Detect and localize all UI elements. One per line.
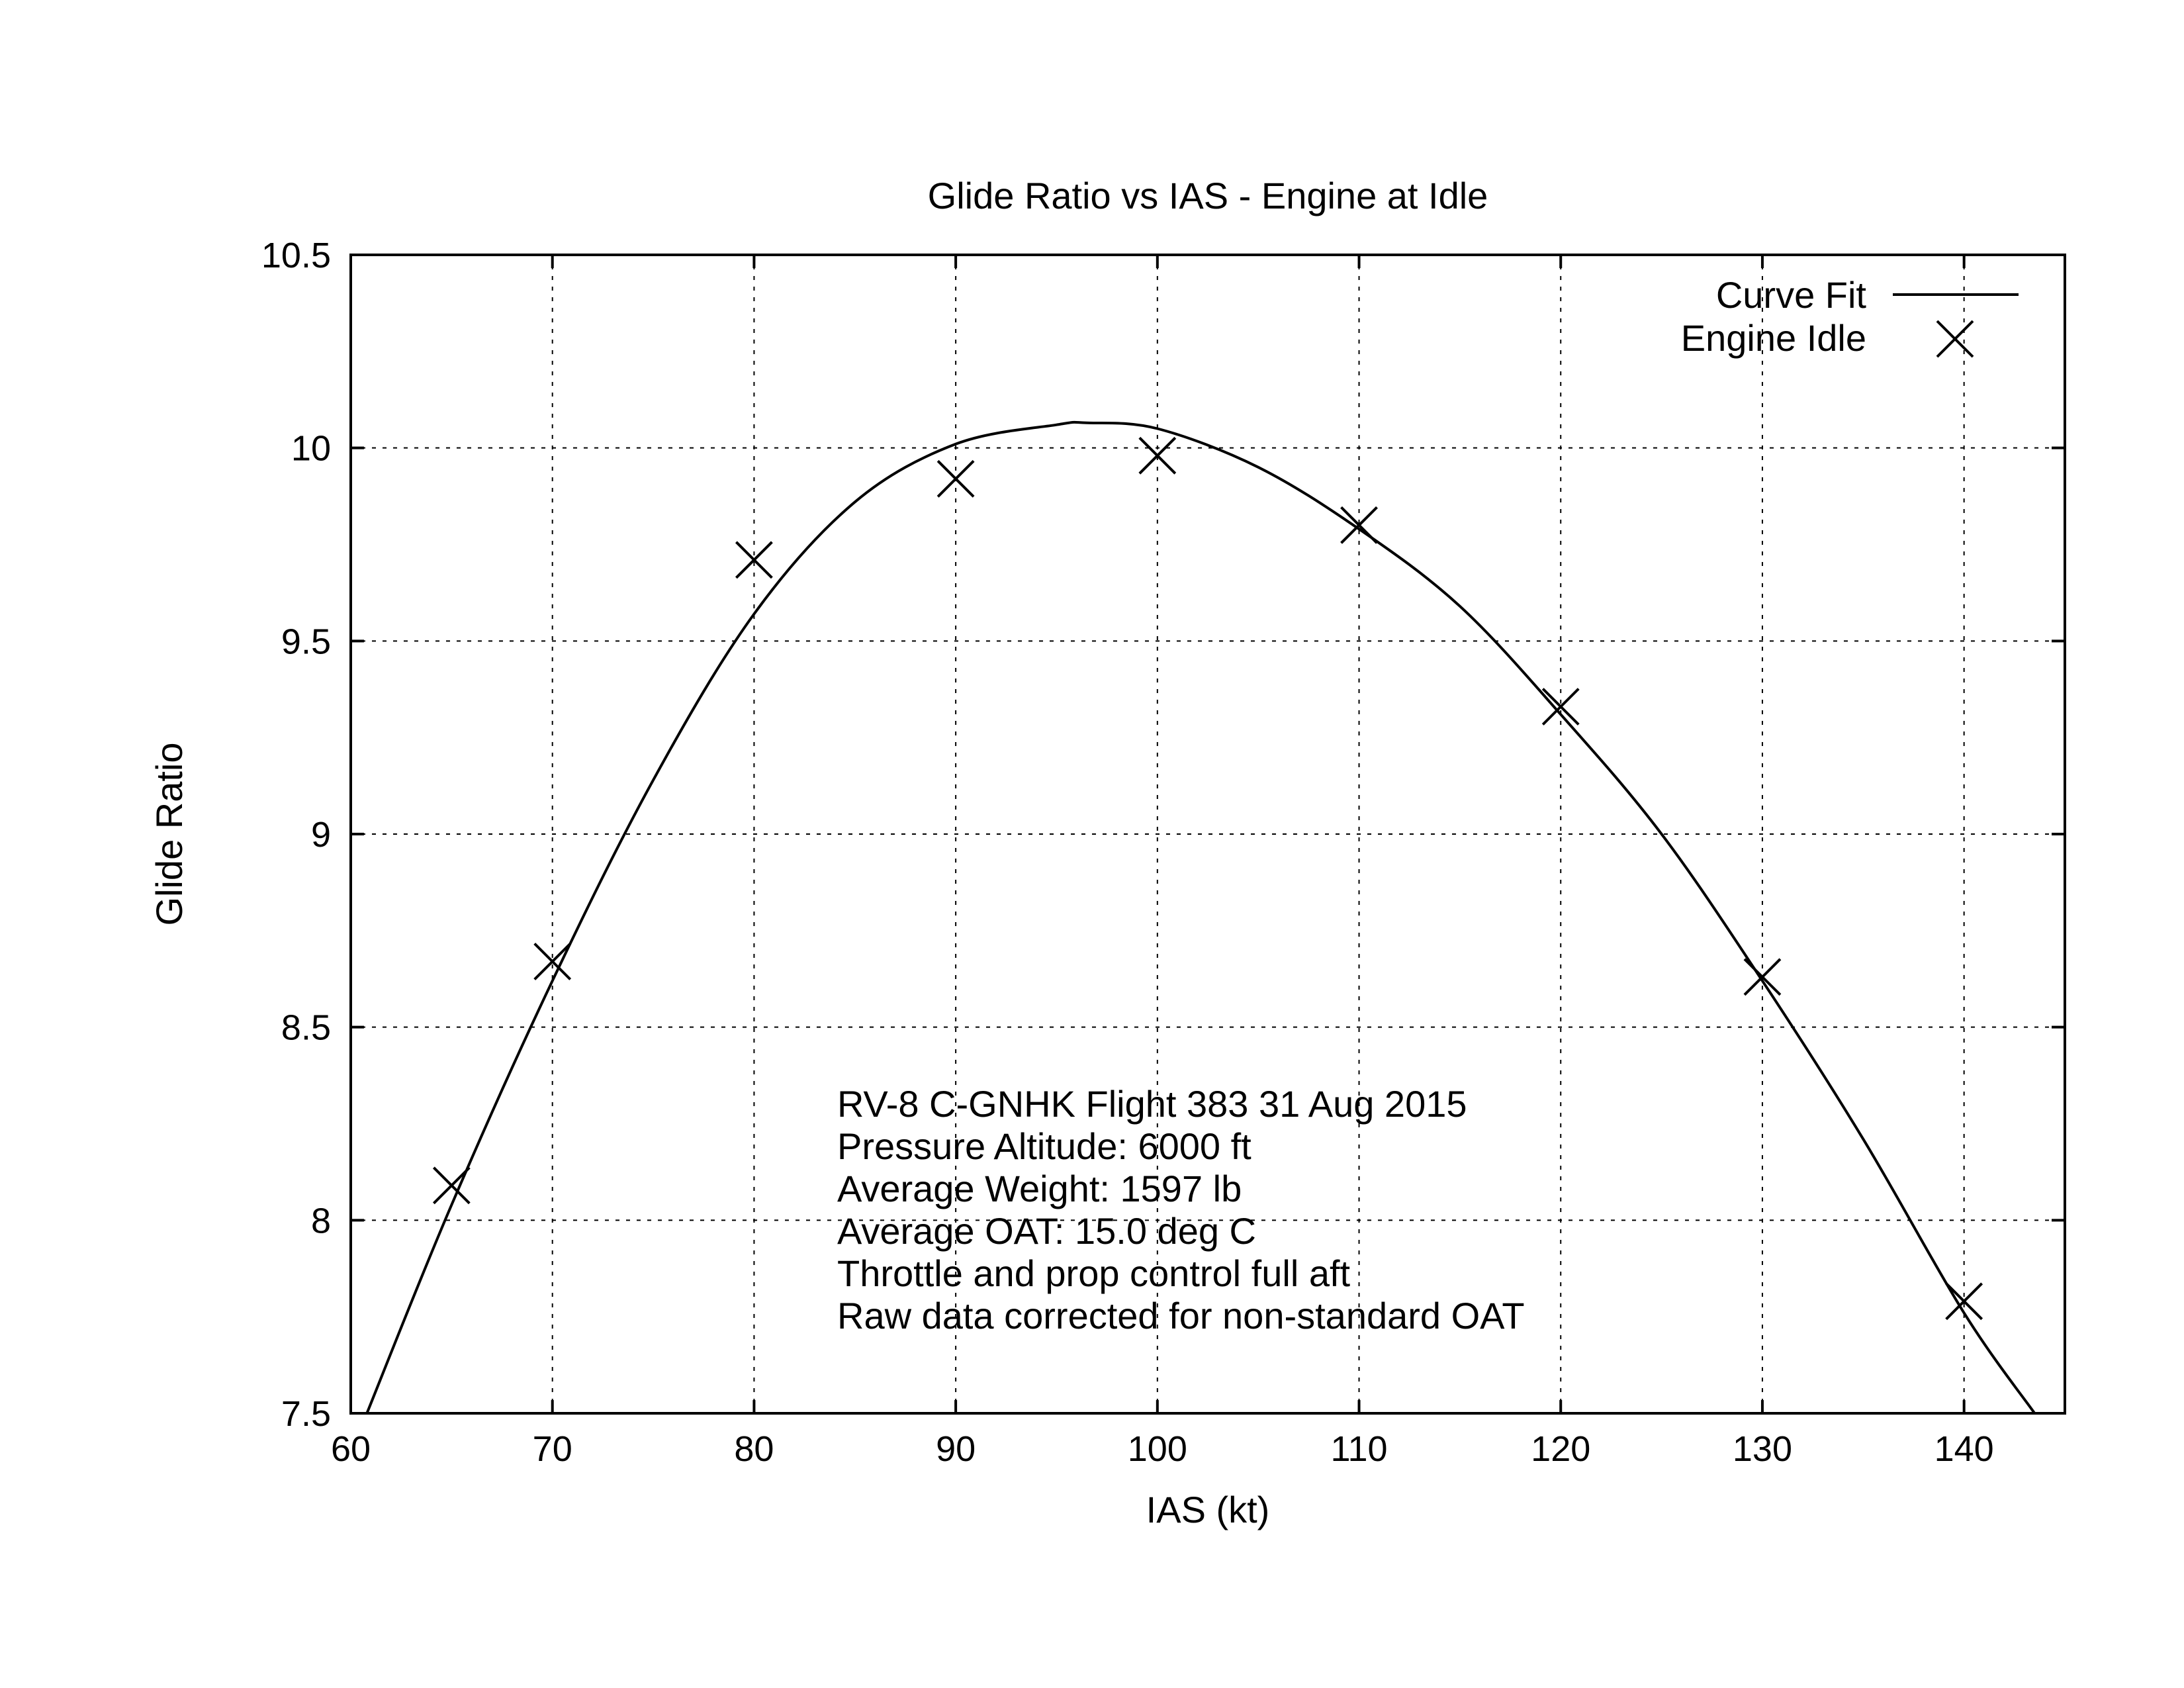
engine-idle-point: [1541, 688, 1580, 726]
grid-lines: [351, 255, 2065, 1413]
x-tick-labels: 60 70 80 90 100 110 120 130 140: [331, 1429, 1994, 1469]
point-stroke: [735, 541, 773, 579]
annotation-line: Throttle and prop control full aft: [837, 1252, 1351, 1294]
point-stroke: [1541, 688, 1580, 726]
engine-idle-point: [936, 459, 975, 498]
annotation-line: Average OAT: 15.0 deg C: [837, 1210, 1256, 1252]
y-tick-label: 9: [311, 815, 331, 855]
point-stroke: [1945, 1282, 1983, 1321]
x-tick-label: 110: [1330, 1429, 1387, 1469]
x-tick-label: 80: [734, 1429, 774, 1469]
engine-idle-point: [1138, 436, 1177, 475]
y-axis-label: Glide Ratio: [148, 742, 190, 925]
x-tick-label: 90: [936, 1429, 976, 1469]
legend-x-marker: [1936, 320, 1974, 358]
engine-idle-points: [432, 436, 1983, 1321]
annotation-line: Raw data corrected for non-standard OAT: [837, 1295, 1525, 1336]
y-tick-label: 10: [291, 429, 331, 469]
point-stroke: [1138, 436, 1177, 475]
point-stroke: [1340, 506, 1378, 544]
x-tick-label: 70: [533, 1429, 572, 1469]
point-stroke: [533, 943, 572, 980]
y-tick-label: 7.5: [281, 1394, 331, 1434]
engine-idle-point: [1945, 1282, 1983, 1321]
x-tick-label: 120: [1531, 1429, 1590, 1469]
y-tick-label: 8: [311, 1201, 331, 1241]
engine-idle-point: [735, 541, 773, 579]
y-tick-labels: 7.5 8 8.5 9 9.5 10 10.5: [261, 236, 331, 1434]
x-axis-label: IAS (kt): [1146, 1489, 1270, 1530]
engine-idle-point: [432, 1166, 471, 1205]
x-tick-label: 100: [1128, 1429, 1187, 1469]
legend-label-engine-idle: Engine Idle: [1681, 317, 1866, 359]
x-tick-label: 60: [331, 1429, 371, 1469]
legend-label-curve-fit: Curve Fit: [1716, 274, 1867, 316]
annotation-line: Average Weight: 1597 lb: [837, 1168, 1242, 1209]
point-stroke: [1743, 958, 1782, 996]
y-tick-label: 8.5: [281, 1008, 331, 1048]
curve-fit-line: [365, 420, 2036, 1415]
engine-idle-point: [533, 943, 572, 980]
chart-title: Glide Ratio vs IAS - Engine at Idle: [928, 175, 1488, 216]
y-tick-label: 10.5: [261, 236, 331, 275]
x-tick-label: 130: [1733, 1429, 1792, 1469]
annotation-block: RV-8 C-GNHK Flight 383 31 Aug 2015 Press…: [837, 1083, 1525, 1336]
x-tick-label: 140: [1934, 1429, 1994, 1469]
point-stroke: [432, 1166, 471, 1205]
tick-marks: [349, 254, 2065, 1415]
y-tick-label: 9.5: [281, 622, 331, 661]
engine-idle-point: [1340, 506, 1378, 544]
annotation-line: RV-8 C-GNHK Flight 383 31 Aug 2015: [837, 1083, 1467, 1125]
curve-fit-layer: [365, 420, 2036, 1415]
point-stroke: [936, 459, 975, 498]
engine-idle-point: [1743, 958, 1782, 996]
annotation-line: Pressure Altitude: 6000 ft: [837, 1125, 1251, 1167]
legend: Curve Fit Engine Idle: [1681, 274, 2019, 359]
